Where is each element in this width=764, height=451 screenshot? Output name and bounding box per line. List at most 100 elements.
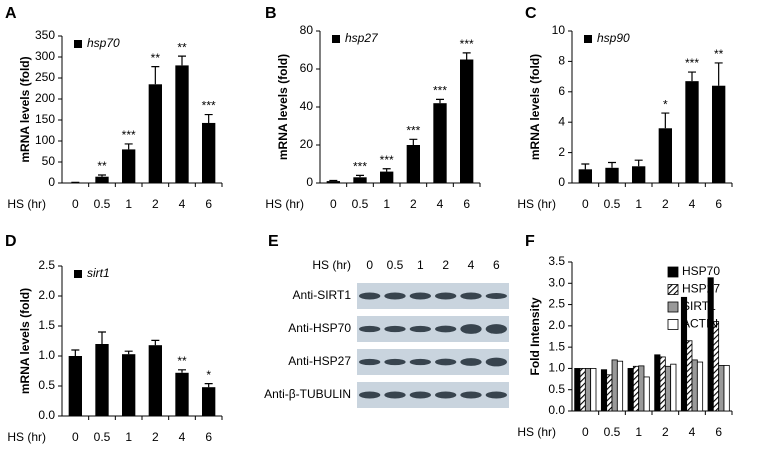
significance: *** <box>353 160 367 174</box>
x-tick-label: 6 <box>715 197 722 211</box>
bar <box>579 368 586 412</box>
error-bar <box>151 339 160 346</box>
x-tick-label: 1 <box>125 197 132 211</box>
lane-axis-label: HS (hr) <box>312 258 351 272</box>
band <box>485 357 507 367</box>
y-tick-label: 0 <box>306 175 313 189</box>
legend-label: HSP27 <box>682 282 720 296</box>
error-bar <box>409 138 418 145</box>
bar <box>685 81 699 183</box>
legend-label: HSP70 <box>682 264 720 278</box>
bar <box>380 171 394 183</box>
y-tick-label: 6 <box>558 84 565 98</box>
bar <box>718 365 725 412</box>
bar <box>95 344 109 416</box>
band <box>359 292 381 300</box>
lane-label: 0.5 <box>387 258 404 272</box>
bar <box>632 365 640 412</box>
bar <box>68 356 82 416</box>
x-tick-label: 0.5 <box>604 197 621 211</box>
bar <box>696 361 704 412</box>
y-axis-title: mRNA levels (fold) <box>18 56 32 162</box>
band <box>435 292 457 300</box>
band <box>435 391 457 399</box>
error-bar <box>178 369 186 373</box>
bar <box>707 277 714 412</box>
error-bar <box>462 52 471 60</box>
x-tick-label: 6 <box>205 430 212 444</box>
y-tick-label: 250 <box>35 70 55 84</box>
bar <box>659 356 666 412</box>
bar <box>632 166 646 183</box>
x-tick-label: 0.5 <box>94 430 111 444</box>
band <box>435 325 457 333</box>
bar <box>578 169 592 183</box>
bar <box>723 365 730 412</box>
bar <box>95 176 109 183</box>
bar <box>712 85 726 183</box>
band <box>460 391 482 399</box>
y-axis-title: mRNA levels (fold) <box>18 288 32 394</box>
antibody-label: Anti-HSP70 <box>288 321 351 335</box>
significance: *** <box>122 128 136 142</box>
blot-strip <box>357 283 509 309</box>
y-tick-label: 2 <box>558 145 565 159</box>
bar <box>680 296 688 412</box>
antibody-label: Anti-β-TUBULIN <box>264 387 351 401</box>
y-tick-label: 4 <box>558 114 565 128</box>
x-tick-label: 4 <box>437 197 444 211</box>
y-axis-title: mRNA levels (fold) <box>528 54 542 160</box>
band <box>359 391 381 399</box>
y-tick-label: 10 <box>552 23 566 37</box>
legend-label: sirt1 <box>87 266 110 280</box>
y-tick-label: 1.0 <box>38 348 55 362</box>
legend-swatch <box>74 40 82 48</box>
band <box>409 358 431 366</box>
y-tick-label: 1.0 <box>548 361 565 375</box>
bar <box>643 376 650 412</box>
blot-strip <box>357 316 509 342</box>
error-bar <box>688 71 696 82</box>
panel-letter: B <box>265 5 277 22</box>
y-tick-label: 0 <box>558 175 565 189</box>
significance: ** <box>177 40 187 54</box>
error-bar <box>581 163 590 170</box>
y-tick-label: 0 <box>48 175 55 189</box>
band <box>409 391 431 399</box>
lane-label: 0 <box>366 258 373 272</box>
error-bar <box>204 383 213 388</box>
y-tick-label: 2.5 <box>38 258 55 272</box>
bar <box>175 65 189 183</box>
x-axis-label: HS (hr) <box>517 425 556 439</box>
error-bar <box>356 174 364 178</box>
x-axis-label: HS (hr) <box>7 197 46 211</box>
x-tick-label: 6 <box>205 197 212 211</box>
bar <box>627 368 634 412</box>
band <box>384 358 406 366</box>
x-tick-label: 2 <box>662 197 669 211</box>
x-tick-label: 0 <box>582 425 589 439</box>
significance: * <box>663 97 668 111</box>
x-tick-label: 2 <box>152 430 159 444</box>
bar <box>664 365 672 412</box>
error-bar <box>714 62 723 86</box>
x-tick-label: 4 <box>179 430 186 444</box>
x-tick-label: 1 <box>635 425 642 439</box>
significance: *** <box>380 153 394 167</box>
bar <box>670 363 677 412</box>
band <box>384 292 406 300</box>
legend-swatch <box>74 270 82 278</box>
y-tick-label: 0.0 <box>38 408 55 422</box>
x-tick-label: 4 <box>689 425 696 439</box>
y-tick-label: 0.0 <box>548 403 565 417</box>
error-bar <box>124 350 133 355</box>
y-tick-label: 200 <box>35 91 55 105</box>
y-tick-label: 20 <box>300 137 314 151</box>
band <box>384 391 406 399</box>
legend-label: hsp70 <box>87 36 120 50</box>
x-axis-label: HS (hr) <box>517 197 556 211</box>
x-tick-label: 2 <box>662 425 669 439</box>
bar <box>202 122 216 183</box>
bar <box>433 103 447 183</box>
significance: * <box>206 368 211 382</box>
